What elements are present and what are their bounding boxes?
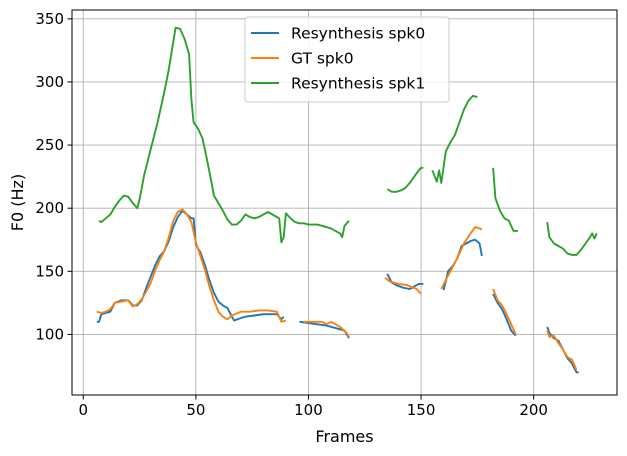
series-line-resynthesis-spk1	[492, 167, 518, 232]
y-axis-label: F0 (Hz)	[8, 174, 27, 231]
x-tick-label: 0	[78, 401, 88, 419]
ticks: 0 50 100 150 200 100 150 200 250 300 350	[35, 10, 548, 419]
series-line-gt-spk0	[546, 330, 578, 371]
series-line-resynthesis-spk0	[96, 209, 285, 323]
series-line-gt-spk0	[304, 320, 350, 338]
series-line-resynthesis-spk1	[546, 221, 598, 256]
y-tick-label: 200	[35, 199, 64, 217]
plot-frame	[71, 9, 618, 396]
y-tick-label: 100	[35, 325, 64, 343]
x-axis-label: Frames	[315, 427, 373, 446]
x-tick-label: 50	[186, 401, 205, 419]
series-line-resynthesis-spk0	[492, 293, 517, 337]
y-tick-label: 300	[35, 73, 64, 91]
series-line-resynthesis-spk1	[431, 94, 478, 184]
legend-label-gt-spk0: GT spk0	[291, 50, 354, 68]
x-tick-label: 200	[519, 401, 548, 419]
legend-label-resynthesis-spk1: Resynthesis spk1	[291, 75, 425, 93]
series-line-gt-spk0	[384, 276, 422, 295]
series-line-gt-spk0	[492, 288, 517, 335]
x-tick-label: 150	[407, 401, 436, 419]
legend-label-resynthesis-spk0: Resynthesis spk0	[291, 25, 425, 43]
x-tick-label: 100	[294, 401, 323, 419]
y-tick-label: 350	[35, 10, 64, 28]
series-line-resynthesis-spk1	[386, 166, 424, 193]
y-tick-label: 150	[35, 262, 64, 280]
legend: Resynthesis spk0 GT spk0 Resynthesis spk1	[244, 16, 450, 103]
y-tick-label: 250	[35, 136, 64, 154]
series-line-gt-spk0	[96, 208, 287, 323]
series-line-resynthesis-spk0	[299, 320, 350, 339]
series-line-resynthesis-spk1	[98, 26, 350, 244]
legend-box	[244, 16, 450, 103]
series-line-gt-spk0	[440, 226, 483, 290]
series-lines	[96, 26, 598, 374]
